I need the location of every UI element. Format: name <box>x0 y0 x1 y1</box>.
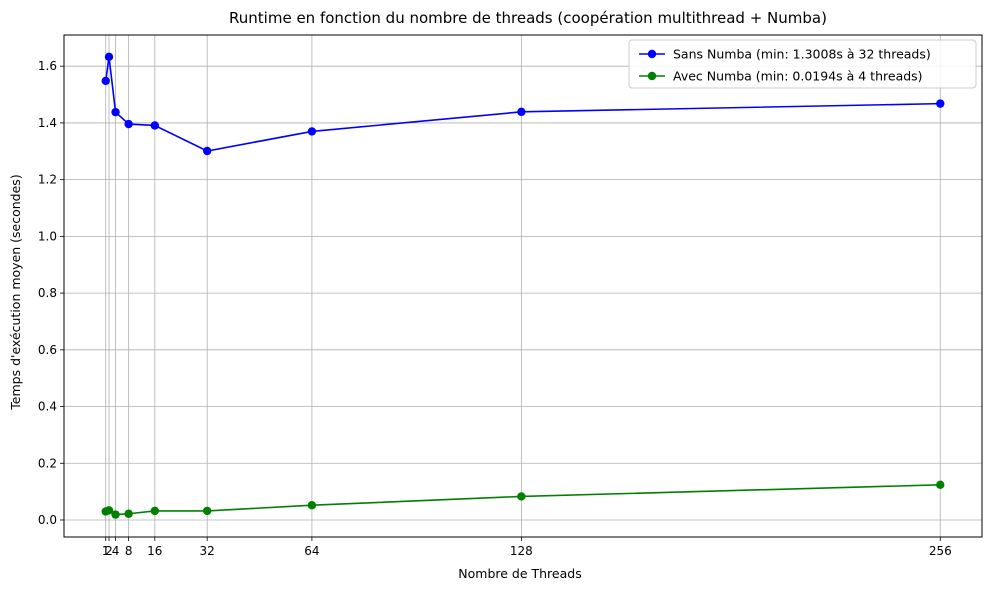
data-point <box>124 509 133 518</box>
data-point <box>202 506 212 516</box>
data-point <box>101 76 110 86</box>
data-point <box>111 510 120 519</box>
data-point <box>150 121 160 130</box>
x-tick-label: 256 <box>929 544 952 558</box>
data-point <box>307 127 317 136</box>
data-point <box>104 52 114 62</box>
legend-box <box>628 39 977 89</box>
y-tick-label: 0.0 <box>38 513 57 527</box>
chart-title: Runtime en fonction du nombre de threads… <box>229 9 827 27</box>
data-point <box>202 146 212 156</box>
x-tick-label: 128 <box>510 544 533 558</box>
x-tick-label: 64 <box>304 544 319 558</box>
data-point <box>150 506 160 516</box>
data-point <box>936 480 945 490</box>
y-tick-label: 1.4 <box>38 116 57 130</box>
legend-marker <box>647 49 657 59</box>
series-group <box>101 52 945 519</box>
ticks: 124 8 16 32 64 128 256 0.0 0.2 0.4 0.6 0.8 1.0 1.2 1.4… <box>38 59 952 558</box>
data-point <box>111 107 120 117</box>
x-tick-label: 2 <box>105 544 113 558</box>
data-point <box>936 99 945 108</box>
y-tick-label: 0.2 <box>38 456 57 470</box>
legend-entry-1: Avec Numba (min: 0.0194s à 4 threads) <box>673 69 923 84</box>
plot-frame <box>63 34 983 538</box>
legend-entry-0: Sans Numba (min: 1.3008s à 32 threads) <box>673 47 931 62</box>
legend: Sans Numba (min: 1.3008s à 32 threads) Av… <box>628 39 977 89</box>
data-point <box>307 501 317 510</box>
y-tick-label: 0.6 <box>38 343 57 357</box>
data-point <box>104 506 114 515</box>
y-tick-label: 1.0 <box>38 229 57 243</box>
y-tick-label: 0.4 <box>38 400 57 414</box>
x-tick-label: 4 <box>112 544 120 558</box>
y-axis-label: Temps d'exécution moyen (secondes) <box>8 174 23 410</box>
y-tick-label: 1.2 <box>38 173 57 187</box>
x-tick-label: 1 <box>102 544 110 558</box>
y-tick-label: 0.8 <box>38 286 57 300</box>
x-tick-label: 32 <box>200 544 215 558</box>
data-point <box>517 492 526 501</box>
y-tick-label: 1.6 <box>38 59 57 73</box>
grid <box>64 35 982 537</box>
legend-marker <box>647 71 657 81</box>
data-point <box>517 107 526 117</box>
x-tick-label: 16 <box>147 544 162 558</box>
data-point <box>124 119 133 129</box>
x-axis-label: Nombre de Threads <box>458 566 581 581</box>
x-tick-label: 8 <box>125 544 133 558</box>
